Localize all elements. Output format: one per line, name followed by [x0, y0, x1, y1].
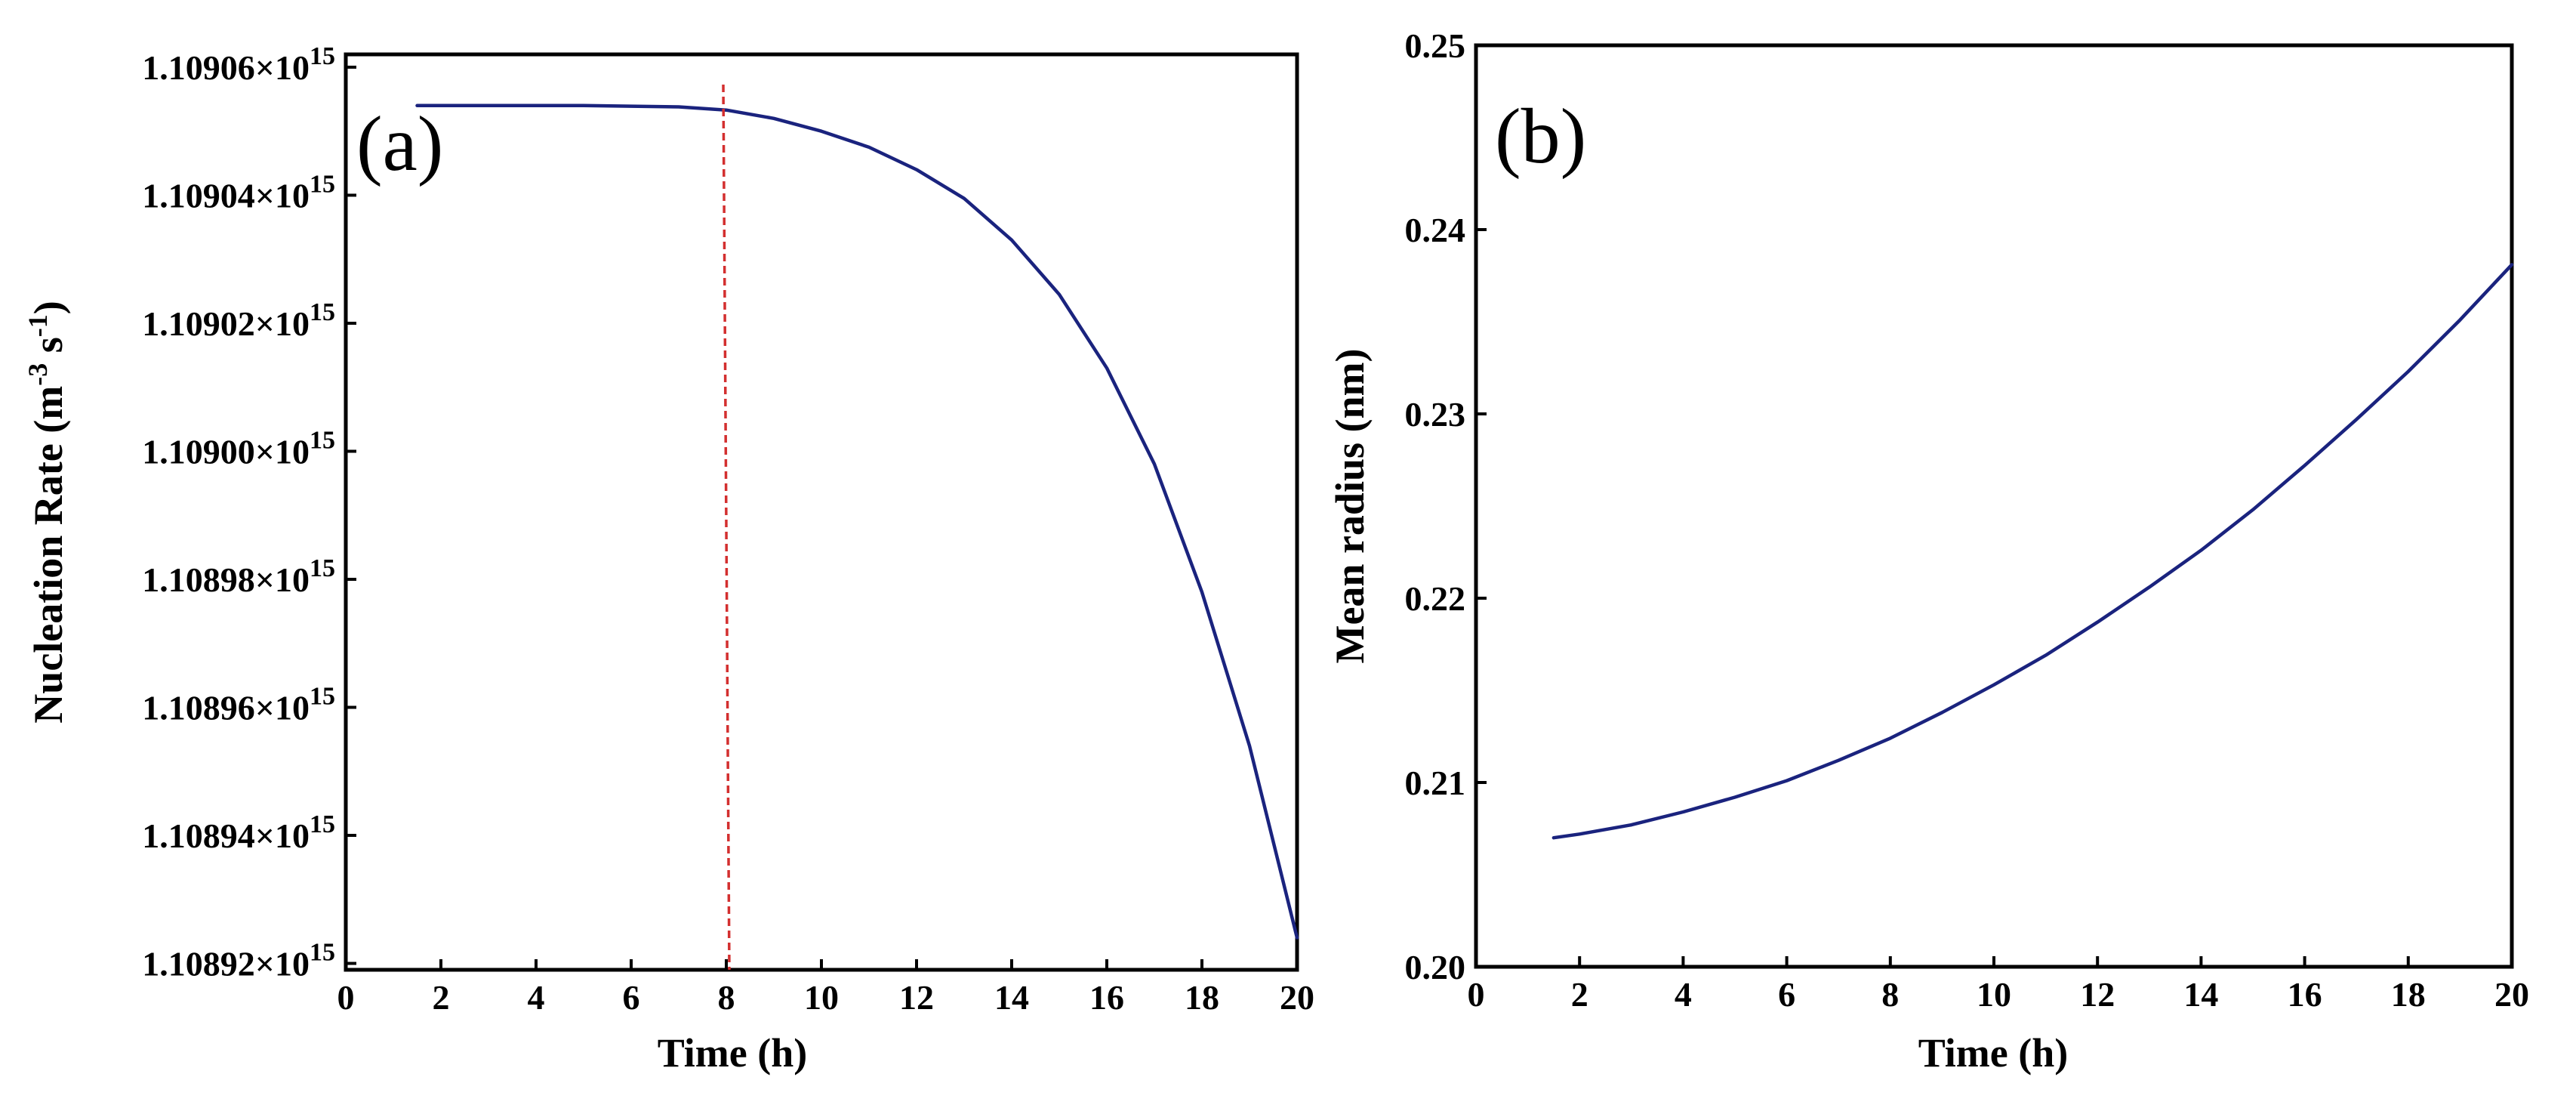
- panel-b-label: (b): [1495, 93, 1586, 180]
- panel-a-series-nucleation-rate: [415, 103, 1299, 940]
- panel-b-series-mean-radius: [1551, 263, 2514, 840]
- panel-a-y-tick-label: 1.10892×1015: [142, 939, 335, 983]
- panel-a-x-tick-label: 8: [718, 978, 735, 1017]
- panel-a-y-axis-title-main: Nucleation Rate (m: [26, 386, 71, 724]
- panel-b-x-tick-label: 10: [1977, 975, 2011, 1014]
- panel-a-y-ticks: 1.10892×1015 1.10894×1015 1.10896×1015 1.10…: [142, 42, 356, 983]
- panel-b-x-tick-label: 16: [2288, 975, 2322, 1014]
- panel-a-y-tick-label: 1.10898×1015: [142, 554, 335, 599]
- panel-b-x-tick-label: 18: [2391, 975, 2426, 1014]
- panel-a-y-tick-label: 1.10904×1015: [142, 170, 335, 215]
- panel-b-x-tick-label: 20: [2494, 975, 2529, 1014]
- panel-a-x-tick-label: 12: [899, 978, 934, 1017]
- panel-b-y-tick-label: 0.23: [1405, 395, 1466, 434]
- panel-a-plot-frame: [344, 52, 1299, 972]
- panel-a-y-tick-label: 1.10896×1015: [142, 683, 335, 727]
- panel-b-mean-radius-chart: 0 2 4 6 8 10 12 14 16 18 20 0.200.210.220.230.240.…: [1327, 26, 2529, 1076]
- panel-a-nucleation-rate-chart: 0 2 4 6 8 10 12 14 16 18 20 1.10892×1015 1.10894×10…: [23, 42, 1314, 1076]
- panel-b-y-tick-label: 0.24: [1405, 211, 1466, 249]
- panel-b-y-tick-label: 0.21: [1405, 764, 1466, 802]
- panel-a-y-axis-title: Nucleation Rate (m-3 s-1): [23, 301, 71, 723]
- panel-b-x-axis-title: Time (h): [1918, 1030, 2069, 1076]
- panel-a-y-tick-label: 1.10900×1015: [142, 426, 335, 471]
- panel-a-x-tick-label: 16: [1089, 978, 1124, 1017]
- panel-b-x-tick-label: 0: [1468, 975, 1485, 1014]
- panel-a-x-tick-label: 0: [337, 978, 355, 1017]
- panel-a-vline-marker: [722, 84, 731, 971]
- panel-a-x-tick-label: 6: [623, 978, 640, 1017]
- panel-b-y-axis-title: Mean radius (nm): [1327, 349, 1373, 664]
- panel-b-marks: [1551, 263, 2514, 840]
- panel-a-marks: [415, 84, 1299, 971]
- panel-a-x-axis-title: Time (h): [658, 1030, 808, 1076]
- panel-b-x-tick-label: 2: [1571, 975, 1588, 1014]
- panel-a-x-ticks: 0 2 4 6 8 10 12 14 16 18 20: [337, 959, 1314, 1017]
- panel-a-label: (a): [356, 100, 443, 187]
- panel-a-x-tick-label: 4: [528, 978, 545, 1017]
- panel-a-x-tick-label: 20: [1280, 978, 1314, 1017]
- panel-b-x-tick-label: 4: [1675, 975, 1692, 1014]
- panel-b-x-tick-label: 8: [1881, 975, 1899, 1014]
- panel-b-y-tick-label: 0.25: [1405, 26, 1466, 65]
- panel-a-x-tick-label: 10: [804, 978, 839, 1017]
- panel-a-y-axis-title-mid: s: [26, 337, 71, 363]
- panel-a-y-axis-title-sup1: -3: [23, 363, 53, 386]
- panel-b-x-tick-label: 12: [2080, 975, 2115, 1014]
- panel-a-y-tick-label: 1.10894×1015: [142, 810, 335, 855]
- panel-b-y-ticks: 0.20 0.21 0.22 0.23 0.24 0.25: [1405, 26, 1487, 986]
- panel-a-x-tick-label: 2: [433, 978, 450, 1017]
- panel-b-x-tick-label: 14: [2183, 975, 2218, 1014]
- panel-a-y-tick-label: 1.10906×1015: [142, 42, 335, 87]
- panel-b-x-tick-label: 6: [1778, 975, 1795, 1014]
- panel-a-y-axis-title-end: ): [26, 301, 71, 314]
- panel-a-y-axis-title-sup2: -1: [23, 314, 53, 337]
- panel-b-plot-frame: [1474, 43, 2514, 969]
- panel-a-x-tick-label: 18: [1185, 978, 1219, 1017]
- panel-a-y-tick-label: 1.10902×1015: [142, 298, 335, 343]
- panel-a-x-tick-label: 14: [994, 978, 1029, 1017]
- panel-b-y-tick-label: 0.22: [1405, 579, 1466, 618]
- panel-b-y-tick-label: 0.20: [1405, 948, 1466, 986]
- panel-b-x-ticks: 0 2 4 6 8 10 12 14 16 18 20: [1468, 956, 2529, 1014]
